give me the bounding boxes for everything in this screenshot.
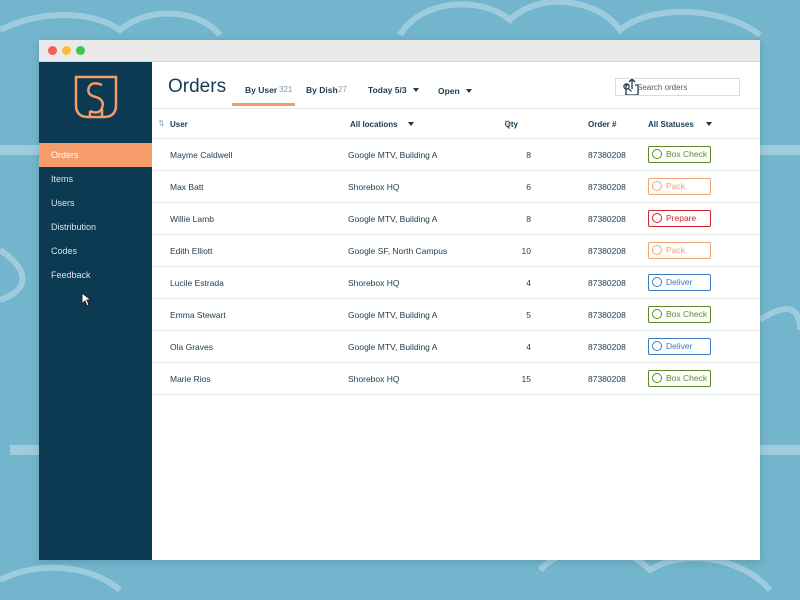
row-divider bbox=[152, 170, 760, 171]
nav-item[interactable]: Codes bbox=[51, 246, 78, 256]
app-window: Orders Items Users Distribution Codes Feedbac… bbox=[39, 40, 760, 560]
sort-icon: ⇅ bbox=[158, 119, 165, 128]
nav-item[interactable]: Items bbox=[51, 174, 74, 184]
nav-item[interactable]: Distribution bbox=[51, 222, 97, 232]
main-panel: Orders By User 321 By Dish 27 Today 5/3 … bbox=[152, 62, 760, 560]
tab-count: 321 bbox=[279, 85, 293, 94]
status-badge[interactable]: Deliver bbox=[648, 338, 711, 355]
dropdown-caret bbox=[408, 122, 414, 126]
status-badge[interactable]: Box Check bbox=[648, 306, 711, 323]
status-badge[interactable]: Box Check bbox=[648, 370, 711, 387]
search-box[interactable]: Search orders bbox=[615, 78, 740, 96]
row-divider bbox=[152, 202, 760, 203]
nav-item[interactable]: Users bbox=[51, 198, 75, 208]
status-badge[interactable]: Pack bbox=[648, 178, 711, 195]
nav-item[interactable]: Feedback bbox=[51, 270, 91, 280]
user-name: Willie Lamb bbox=[170, 214, 214, 224]
quantity: 10 bbox=[521, 246, 531, 256]
status-badge[interactable]: Deliver bbox=[648, 274, 711, 291]
user-name: Mayme Caldwell bbox=[170, 150, 233, 160]
quantity: 5 bbox=[526, 310, 531, 320]
status-badge[interactable]: Box Check bbox=[648, 146, 711, 163]
dropdown-caret bbox=[413, 88, 419, 92]
sidebar: Orders Items Users Distribution Codes Feedbac… bbox=[39, 62, 152, 560]
close-button[interactable] bbox=[48, 46, 57, 55]
status-badge[interactable]: Pack bbox=[648, 242, 711, 259]
user-name: Max Batt bbox=[170, 182, 204, 192]
dropdown-caret bbox=[466, 89, 472, 93]
quantity: 8 bbox=[526, 214, 531, 224]
user-name: Emma Stewart bbox=[170, 310, 226, 320]
user-name: Edith Elliott bbox=[170, 246, 213, 256]
minimize-button[interactable] bbox=[62, 46, 71, 55]
location: Google MTV, Building A bbox=[348, 150, 438, 160]
quantity: 4 bbox=[526, 278, 531, 288]
row-divider bbox=[152, 234, 760, 235]
location: Google MTV, Building A bbox=[348, 342, 438, 352]
tab-label[interactable]: By Dish bbox=[306, 85, 338, 95]
title-bar bbox=[39, 40, 760, 62]
page-title: Orders bbox=[168, 76, 227, 97]
order-number: 87380208 bbox=[588, 246, 626, 256]
location: Shorebox HQ bbox=[348, 278, 400, 288]
location: Google SF, North Campus bbox=[348, 246, 448, 256]
search-placeholder: Search orders bbox=[637, 83, 688, 92]
row-divider bbox=[152, 266, 760, 267]
column-header[interactable]: Order # bbox=[588, 120, 617, 129]
tab-count: 27 bbox=[338, 85, 347, 94]
row-divider bbox=[152, 394, 760, 395]
sort-icon: ⇅ bbox=[504, 119, 511, 128]
row-divider bbox=[152, 362, 760, 363]
tab-label[interactable]: By User bbox=[245, 85, 278, 95]
row-divider bbox=[152, 298, 760, 299]
quantity: 8 bbox=[526, 150, 531, 160]
order-number: 87380208 bbox=[588, 374, 626, 384]
column-header[interactable]: Qty bbox=[504, 120, 518, 129]
column-header[interactable]: All Statuses bbox=[648, 120, 694, 129]
order-number: 87380208 bbox=[588, 310, 626, 320]
date-filter[interactable]: Today 5/3 bbox=[368, 85, 407, 95]
user-name: Marie Rios bbox=[170, 374, 211, 384]
active-tab-indicator bbox=[232, 103, 295, 106]
location: Shorebox HQ bbox=[348, 182, 400, 192]
status-badge[interactable]: Prepare bbox=[648, 210, 711, 227]
column-header[interactable]: All locations bbox=[350, 120, 398, 129]
user-name: Lucile Estrada bbox=[170, 278, 224, 288]
quantity: 15 bbox=[521, 374, 531, 384]
row-divider bbox=[152, 330, 760, 331]
order-number: 87380208 bbox=[588, 182, 626, 192]
order-number: 87380208 bbox=[588, 278, 626, 288]
order-number: 87380208 bbox=[588, 214, 626, 224]
logo bbox=[74, 75, 118, 119]
location: Google MTV, Building A bbox=[348, 214, 438, 224]
status-filter[interactable]: Open bbox=[438, 86, 460, 96]
divider bbox=[152, 138, 760, 139]
search-icon bbox=[623, 83, 632, 92]
order-number: 87380208 bbox=[588, 150, 626, 160]
dropdown-caret bbox=[706, 122, 712, 126]
user-name: Ola Graves bbox=[170, 342, 213, 352]
column-header[interactable]: User bbox=[170, 120, 188, 129]
location: Google MTV, Building A bbox=[348, 310, 438, 320]
cursor bbox=[81, 292, 93, 307]
order-number: 87380208 bbox=[588, 342, 626, 352]
quantity: 6 bbox=[526, 182, 531, 192]
location: Shorebox HQ bbox=[348, 374, 400, 384]
maximize-button[interactable] bbox=[76, 46, 85, 55]
divider bbox=[152, 108, 760, 109]
quantity: 4 bbox=[526, 342, 531, 352]
nav-item[interactable]: Orders bbox=[39, 143, 152, 167]
